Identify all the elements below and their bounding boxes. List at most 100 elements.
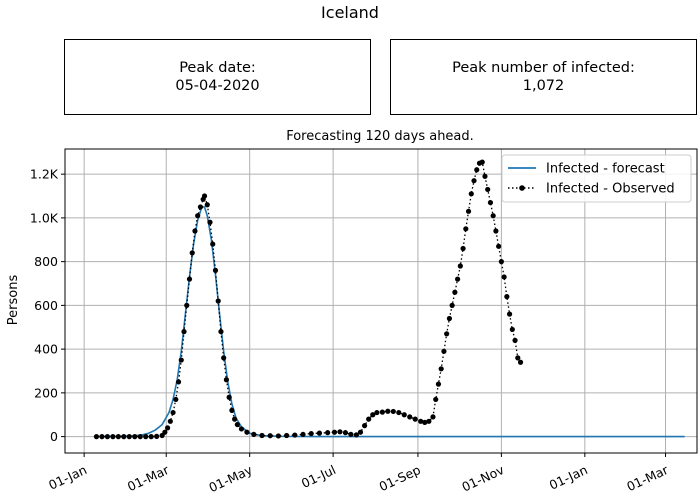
- observed-point: [226, 394, 232, 400]
- observed-point: [504, 294, 510, 300]
- observed-point: [361, 423, 368, 429]
- observed-point: [201, 193, 208, 199]
- observed-point: [485, 186, 491, 193]
- observed-point: [348, 431, 354, 438]
- observed-point: [259, 432, 265, 439]
- observed-point: [457, 263, 463, 269]
- observed-point: [104, 434, 111, 440]
- observed-point: [422, 419, 428, 425]
- observed-point: [238, 426, 245, 432]
- observed-point: [412, 416, 418, 422]
- observed-point: [401, 412, 407, 418]
- observed-point: [300, 431, 306, 438]
- observed-point: [444, 331, 450, 337]
- observed-point: [195, 213, 201, 219]
- observed-point: [471, 178, 477, 184]
- plot-frame: [64, 148, 698, 454]
- observed-point: [207, 219, 213, 225]
- observed-point: [229, 407, 235, 413]
- observed-point: [479, 159, 485, 165]
- observed-point: [212, 267, 219, 273]
- observed-point: [223, 377, 230, 383]
- observed-point: [251, 431, 257, 438]
- observed-point: [337, 429, 343, 435]
- observed-point: [438, 366, 444, 372]
- observed-point: [426, 418, 432, 424]
- observed-point: [121, 434, 127, 440]
- legend-box: [501, 154, 692, 203]
- peak-infected-value: 1,072: [522, 78, 565, 94]
- x-tick-label: 01-May: [206, 462, 255, 495]
- observed-point: [197, 204, 204, 210]
- observed-point: [234, 421, 240, 428]
- observed-point: [418, 418, 424, 424]
- observed-point: [325, 430, 331, 436]
- observed-point: [175, 379, 182, 385]
- x-tick-label: 01-Sep: [377, 462, 423, 494]
- x-tick-label: 01-Jan: [46, 462, 89, 493]
- observed-point: [353, 432, 359, 438]
- x-axis-ticks: 01-Jan 01-Mar 01-May 01-Jul 01-Sep 01-Nov 01-J…: [46, 453, 671, 495]
- y-axis-ticks: 0 200 400 600 800 1.0K 1.2K: [30, 167, 65, 444]
- observed-point: [465, 208, 472, 214]
- observed-point: [490, 213, 496, 219]
- observed-point: [221, 355, 227, 361]
- observed-point: [463, 226, 469, 232]
- observed-point: [186, 276, 193, 282]
- observed-point: [143, 434, 149, 440]
- observed-point: [173, 396, 179, 403]
- series-layer: [93, 159, 685, 440]
- observed-point: [189, 250, 195, 256]
- observed-point: [379, 409, 385, 415]
- observed-point: [366, 416, 372, 422]
- observed-point: [204, 202, 210, 208]
- observed-point: [308, 430, 314, 437]
- series-line-forecast: [96, 206, 685, 438]
- x-tick-label: 01-Mar: [125, 462, 172, 495]
- y-tick-label: 400: [34, 342, 58, 357]
- observed-point: [455, 276, 461, 282]
- observed-point: [218, 329, 224, 335]
- observed-point: [460, 245, 466, 252]
- observed-point: [132, 434, 138, 440]
- observed-point: [162, 429, 168, 435]
- observed-point: [215, 298, 221, 304]
- x-tick-label: 01-Jan: [547, 462, 590, 493]
- y-tick-label: 1.2K: [30, 167, 59, 182]
- peak-infected-box: Peak number of infected: 1,072: [390, 39, 697, 115]
- observed-point: [512, 337, 518, 343]
- peak-infected-label: Peak number of infected:: [452, 60, 635, 76]
- observed-point: [232, 416, 238, 422]
- observed-point: [331, 429, 338, 435]
- observed-point: [99, 434, 105, 440]
- observed-point: [178, 357, 184, 363]
- observed-point: [357, 429, 364, 435]
- x-tick-label: 01-Mar: [624, 462, 671, 495]
- observed-point: [482, 173, 488, 179]
- observed-point: [275, 433, 281, 439]
- observed-point: [396, 409, 402, 416]
- observed-point: [468, 191, 474, 197]
- observed-point: [148, 434, 154, 440]
- x-tick-label: 01-Jul: [299, 462, 338, 491]
- observed-point: [154, 433, 160, 439]
- observed-point: [167, 418, 173, 424]
- figure-title: Iceland: [321, 3, 379, 22]
- observed-point: [515, 355, 521, 361]
- observed-point: [407, 414, 413, 420]
- y-tick-label: 0: [50, 429, 58, 444]
- observed-point: [267, 433, 273, 439]
- legend: Infected - forecast Infected - Observed: [501, 154, 692, 203]
- observed-point: [449, 302, 455, 308]
- observed-point: [433, 396, 439, 403]
- observed-point: [506, 311, 513, 317]
- observed-point: [501, 274, 507, 280]
- observed-point: [115, 434, 121, 440]
- observed-point: [137, 434, 143, 440]
- legend-label-forecast: Infected - forecast: [546, 162, 665, 177]
- y-tick-label: 1.0K: [30, 210, 59, 225]
- observed-point: [192, 228, 198, 234]
- observed-point: [498, 259, 504, 265]
- observed-point: [126, 434, 132, 440]
- observed-point: [441, 348, 447, 354]
